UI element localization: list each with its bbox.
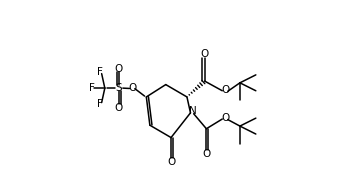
Text: O: O <box>221 85 229 95</box>
Text: O: O <box>115 64 123 74</box>
Text: N: N <box>189 106 197 116</box>
Text: F: F <box>97 67 102 77</box>
Text: F: F <box>97 99 102 109</box>
Text: O: O <box>129 83 137 93</box>
Text: O: O <box>200 49 209 59</box>
Text: O: O <box>202 149 211 159</box>
Text: O: O <box>167 157 175 167</box>
Text: O: O <box>115 103 123 112</box>
Text: O: O <box>221 114 229 124</box>
Text: F: F <box>89 83 95 93</box>
Text: S: S <box>116 83 122 93</box>
